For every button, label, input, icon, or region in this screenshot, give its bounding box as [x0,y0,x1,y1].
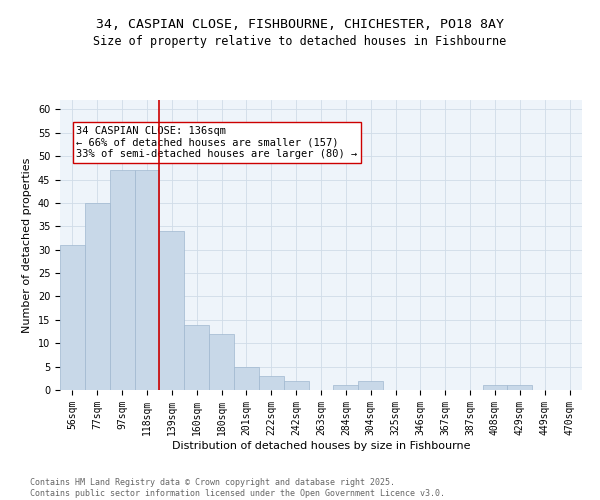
Bar [134,170,160,390]
Bar [284,380,308,390]
Bar [110,170,134,390]
Text: Size of property relative to detached houses in Fishbourne: Size of property relative to detached ho… [94,35,506,48]
X-axis label: Distribution of detached houses by size in Fishbourne: Distribution of detached houses by size … [172,440,470,450]
Bar [209,334,234,390]
Bar [160,231,184,390]
Text: 34, CASPIAN CLOSE, FISHBOURNE, CHICHESTER, PO18 8AY: 34, CASPIAN CLOSE, FISHBOURNE, CHICHESTE… [96,18,504,30]
Bar [259,376,284,390]
Bar [334,386,358,390]
Bar [234,366,259,390]
Bar [60,245,85,390]
Bar [184,324,209,390]
Bar [508,386,532,390]
Bar [85,203,110,390]
Y-axis label: Number of detached properties: Number of detached properties [22,158,32,332]
Text: Contains HM Land Registry data © Crown copyright and database right 2025.
Contai: Contains HM Land Registry data © Crown c… [30,478,445,498]
Text: 34 CASPIAN CLOSE: 136sqm
← 66% of detached houses are smaller (157)
33% of semi-: 34 CASPIAN CLOSE: 136sqm ← 66% of detach… [76,126,358,159]
Bar [482,386,508,390]
Bar [358,380,383,390]
